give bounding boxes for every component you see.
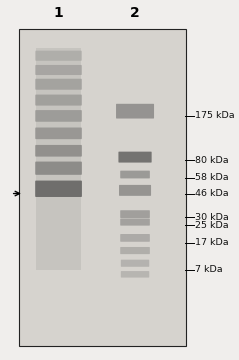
FancyBboxPatch shape [120, 210, 150, 218]
Text: 58 kDa: 58 kDa [195, 173, 228, 182]
FancyBboxPatch shape [118, 152, 152, 163]
Text: 1: 1 [54, 6, 63, 19]
Text: 17 kDa: 17 kDa [195, 238, 228, 247]
Text: 2: 2 [130, 6, 140, 19]
FancyBboxPatch shape [35, 51, 82, 61]
Text: 25 kDa: 25 kDa [195, 221, 228, 230]
FancyBboxPatch shape [35, 145, 82, 157]
FancyBboxPatch shape [35, 127, 82, 139]
FancyBboxPatch shape [119, 185, 151, 196]
Text: 30 kDa: 30 kDa [195, 213, 228, 222]
FancyBboxPatch shape [35, 95, 82, 105]
FancyBboxPatch shape [116, 104, 154, 118]
FancyBboxPatch shape [35, 181, 82, 197]
Text: 7 kDa: 7 kDa [195, 265, 223, 274]
FancyBboxPatch shape [35, 110, 82, 122]
Text: 175 kDa: 175 kDa [195, 111, 234, 120]
FancyBboxPatch shape [35, 79, 82, 90]
FancyBboxPatch shape [120, 219, 150, 226]
Text: 46 kDa: 46 kDa [195, 189, 228, 198]
FancyBboxPatch shape [120, 171, 150, 179]
FancyBboxPatch shape [121, 260, 149, 267]
Bar [36, 48, 81, 270]
FancyBboxPatch shape [120, 234, 150, 242]
FancyBboxPatch shape [121, 271, 149, 278]
Bar [19, 29, 186, 346]
Text: 80 kDa: 80 kDa [195, 156, 228, 165]
FancyBboxPatch shape [35, 65, 82, 75]
FancyBboxPatch shape [120, 247, 150, 254]
FancyBboxPatch shape [35, 162, 82, 175]
